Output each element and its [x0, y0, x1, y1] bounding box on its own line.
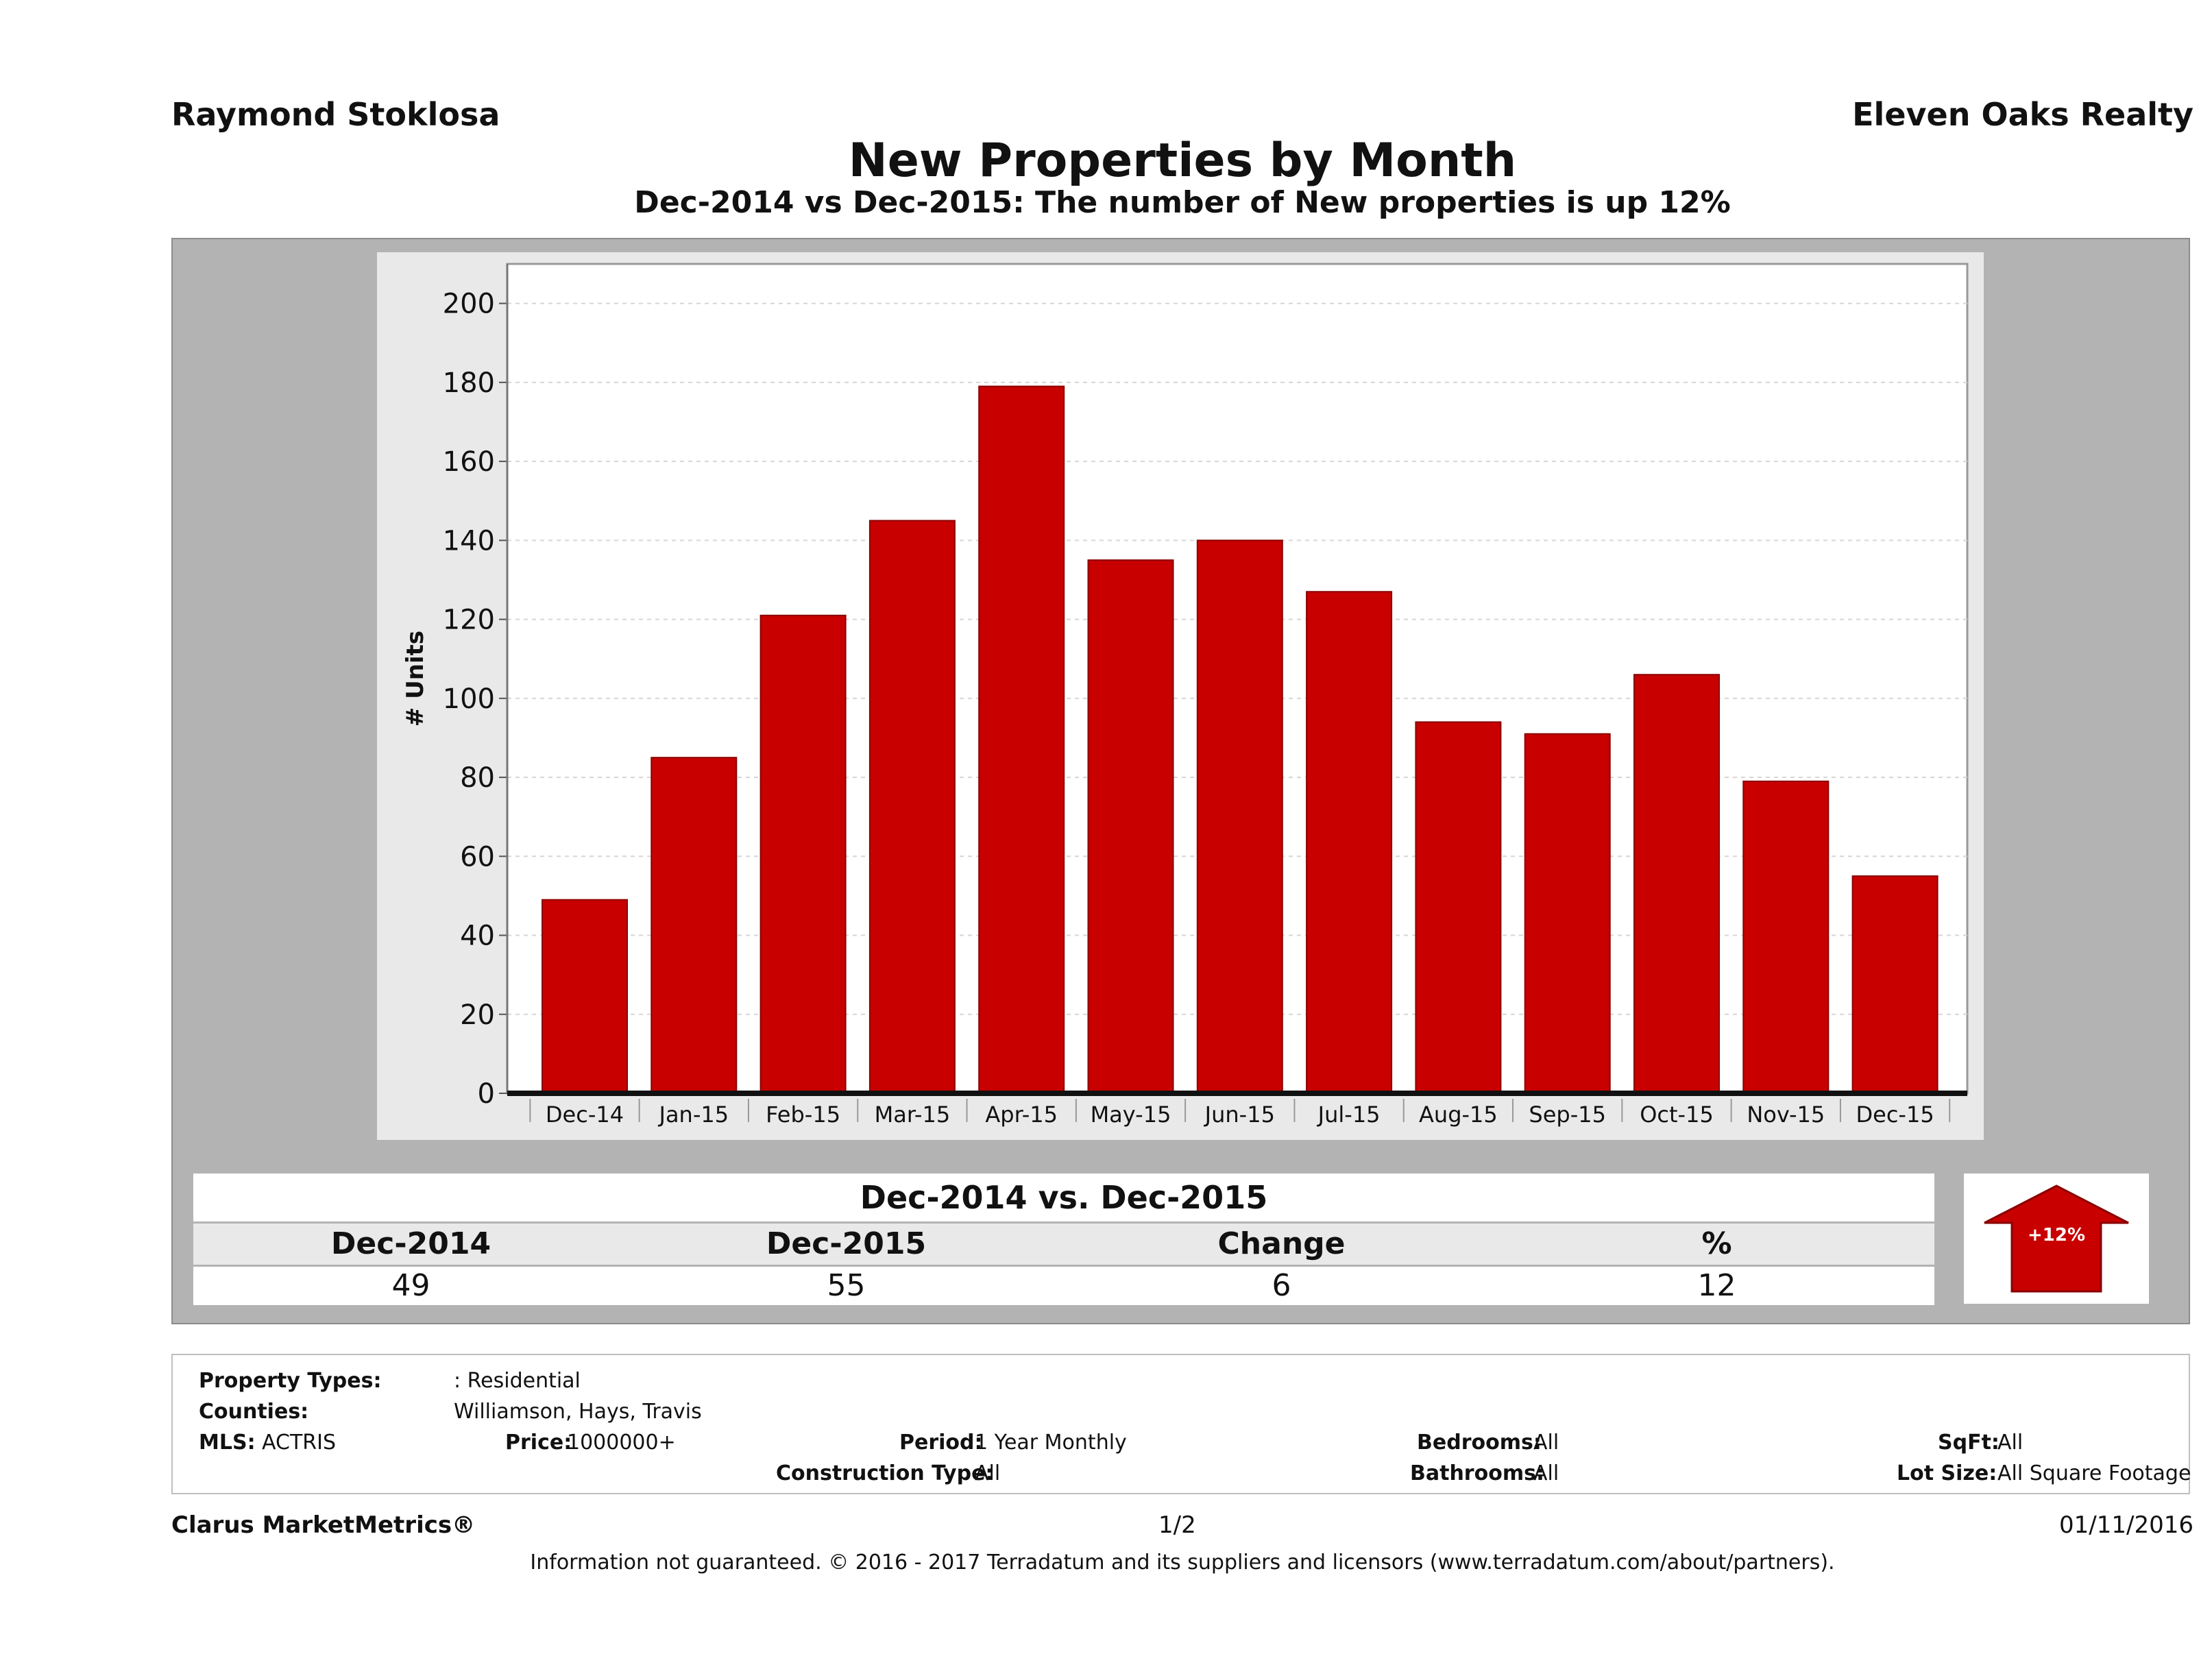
- x-tick-label: Apr-15: [985, 1102, 1058, 1128]
- summary-values-row: 49 55 6 12: [193, 1267, 1934, 1305]
- summary-heading: Dec-2014 vs. Dec-2015: [193, 1174, 1934, 1221]
- x-tick-label: Nov-15: [1747, 1102, 1825, 1128]
- bar-Dec-15: [1851, 875, 1938, 1094]
- bar-Aug-15: [1415, 721, 1502, 1094]
- broker-name: Eleven Oaks Realty: [1852, 96, 2193, 133]
- y-tick-label: 160: [443, 446, 495, 478]
- disclaimer: Information not guaranteed. © 2016 - 201…: [530, 1551, 1835, 1574]
- change-badge-label: +12%: [2028, 1225, 2085, 1245]
- summary-label-dec2015: Dec-2015: [766, 1226, 927, 1261]
- x-tick-label: Jan-15: [658, 1102, 729, 1128]
- bar-Oct-15: [1633, 674, 1720, 1094]
- y-tick-label: 120: [443, 605, 495, 636]
- bar-Jun-15: [1196, 539, 1283, 1094]
- x-tick-label: Jul-15: [1317, 1102, 1381, 1128]
- x-tick-label: Mar-15: [875, 1102, 951, 1128]
- change-badge: +12%: [1964, 1174, 2149, 1304]
- x-tick-label: May-15: [1091, 1102, 1171, 1128]
- y-tick-label: 40: [460, 921, 495, 952]
- bar-Dec-14: [542, 899, 628, 1094]
- property-types-value: : Residential: [454, 1369, 581, 1393]
- summary-value-percent: 12: [1697, 1268, 1736, 1303]
- up-arrow-icon: +12%: [1984, 1184, 2129, 1293]
- price-value: 1000000+: [567, 1431, 676, 1455]
- sqft-label: SqFt:: [1938, 1431, 2000, 1455]
- construction-type-label: Construction Type:: [776, 1461, 994, 1485]
- summary-label-percent: %: [1701, 1226, 1732, 1261]
- bar-Jul-15: [1306, 591, 1393, 1094]
- property-types-label: Property Types:: [199, 1369, 382, 1393]
- bathrooms-value: All: [1533, 1461, 1559, 1485]
- x-tick-label: Aug-15: [1419, 1102, 1498, 1128]
- summary-label-dec2014: Dec-2014: [330, 1226, 491, 1261]
- bar-Sep-15: [1524, 733, 1611, 1094]
- bedrooms-label: Bedrooms:: [1417, 1431, 1542, 1455]
- report-date: 01/11/2016: [2059, 1511, 2193, 1539]
- bar-Apr-15: [978, 385, 1065, 1094]
- bar-Mar-15: [868, 520, 956, 1094]
- lot-size-label: Lot Size:: [1897, 1461, 1997, 1485]
- x-tick-label: Sep-15: [1529, 1102, 1606, 1128]
- x-tick-label: Dec-14: [546, 1102, 624, 1128]
- y-tick-label: 180: [443, 367, 495, 399]
- price-label: Price:: [505, 1431, 572, 1455]
- chart-title: New Properties by Month: [848, 134, 1517, 188]
- bedrooms-value: All: [1533, 1431, 1559, 1455]
- bar-Nov-15: [1742, 780, 1830, 1095]
- y-tick-label: 20: [460, 999, 495, 1031]
- summary-value-dec2015: 55: [827, 1268, 866, 1303]
- y-tick-label: 80: [460, 762, 495, 794]
- y-tick-label: 200: [443, 289, 495, 320]
- summary-label-change: Change: [1217, 1226, 1346, 1261]
- filter-panel: Property Types: : Residential Counties: …: [171, 1354, 2191, 1494]
- y-tick-label: 60: [460, 841, 495, 873]
- lot-size-value: All Square Footage: [1997, 1461, 2191, 1485]
- period-value: 1 Year Monthly: [975, 1431, 1127, 1455]
- x-tick-label: Dec-15: [1856, 1102, 1934, 1128]
- construction-type-value: All: [975, 1461, 1001, 1485]
- chart-subtitle: Dec-2014 vs Dec-2015: The number of New …: [634, 185, 1731, 220]
- mls-label: MLS:: [199, 1431, 256, 1455]
- page-number: 1/2: [1158, 1511, 1196, 1539]
- bar-Jan-15: [651, 757, 738, 1094]
- agent-name: Raymond Stoklosa: [171, 96, 500, 133]
- bar-Feb-15: [759, 614, 847, 1094]
- x-tick-label: Jun-15: [1204, 1102, 1275, 1128]
- summary-value-change: 6: [1272, 1268, 1291, 1303]
- brand-name: Clarus MarketMetrics®: [171, 1511, 476, 1539]
- x-tick-label: Oct-15: [1640, 1102, 1714, 1128]
- y-tick-label: 140: [443, 525, 495, 557]
- bar-May-15: [1087, 559, 1174, 1094]
- y-tick-label: 0: [478, 1078, 495, 1110]
- y-tick-label: 100: [443, 683, 495, 715]
- mls-value: ACTRIS: [262, 1431, 337, 1455]
- x-tick-label: Feb-15: [766, 1102, 840, 1128]
- summary-labels-row: Dec-2014 Dec-2015 Change %: [193, 1224, 1934, 1265]
- bathrooms-label: Bathrooms:: [1410, 1461, 1544, 1485]
- bar-chart: 0 20 40 60 80 100 120 140 160 180 200 # Units Dec-14…: [402, 263, 1969, 1128]
- sqft-value: All: [1997, 1431, 2023, 1455]
- summary-value-dec2014: 49: [391, 1268, 430, 1303]
- period-label: Period:: [899, 1431, 983, 1455]
- counties-label: Counties:: [199, 1400, 309, 1424]
- counties-value: Williamson, Hays, Travis: [454, 1400, 702, 1424]
- y-axis-label: # Units: [402, 631, 429, 727]
